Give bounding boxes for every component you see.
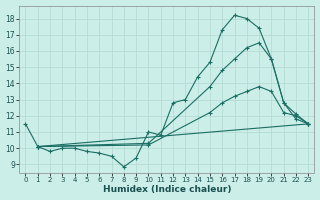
- X-axis label: Humidex (Indice chaleur): Humidex (Indice chaleur): [103, 185, 231, 194]
